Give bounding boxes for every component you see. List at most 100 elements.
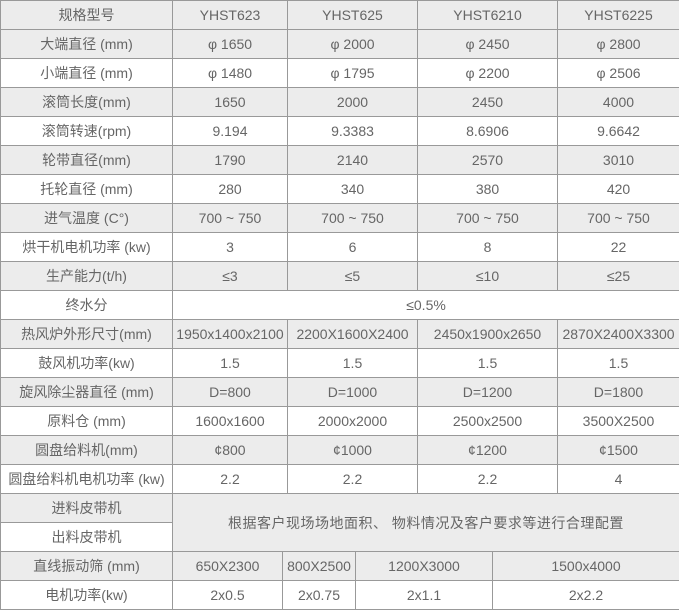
value-cell: 2140 [287,145,418,175]
table-row: 滚筒转速(rpm) 9.194 9.3383 8.6906 9.6642 [0,116,679,146]
value-cell: 800X2500 [282,551,356,581]
row-label-cell: 电机功率(kw) [0,580,173,610]
value-cell: 1950x1400x2100 [172,319,288,349]
row-label-cell: 滚筒转速(rpm) [0,116,173,146]
header-model-cell: YHST625 [287,0,418,30]
header-row: 规格型号 YHST623 YHST625 YHST6210 YHST6225 [0,0,679,30]
value-cell: φ 1480 [172,58,288,88]
table-row: 托轮直径 (mm) 280 340 380 420 [0,174,679,204]
row-label-cell: 小端直径 (mm) [0,58,173,88]
value-cell: 2500x2500 [417,406,558,436]
value-cell: 340 [287,174,418,204]
value-cell: ¢1200 [417,435,558,465]
row-label-cell: 直线振动筛 (mm) [0,551,173,581]
value-cell: φ 2450 [417,29,558,59]
value-cell: 2x1.1 [355,580,493,610]
value-cell: D=1000 [287,377,418,407]
row-label-cell: 生产能力(t/h) [0,261,173,291]
value-cell: 1600x1600 [172,406,288,436]
row-label-cell: 出料皮带机 [0,522,173,552]
value-cell: 9.6642 [557,116,679,146]
value-cell: 1.5 [417,348,558,378]
row-label-cell: 圆盘给料机电机功率 (kw) [0,464,173,494]
value-cell: 9.3383 [287,116,418,146]
value-cell: 650X2300 [172,551,283,581]
value-cell: D=1800 [557,377,679,407]
value-cell: ¢800 [172,435,288,465]
value-cell: 420 [557,174,679,204]
value-cell: φ 2200 [417,58,558,88]
row-label-cell: 进气温度 (C°) [0,203,173,233]
value-cell: 3 [172,232,288,262]
value-cell: 2200X1600X2400 [287,319,418,349]
row-label-cell: 旋风除尘器直径 (mm) [0,377,173,407]
value-cell: 700 ~ 750 [287,203,418,233]
row-label-cell: 终水分 [0,290,173,320]
value-cell: 1500x4000 [492,551,679,581]
table-row: 生产能力(t/h) ≤3 ≤5 ≤10 ≤25 [0,261,679,291]
value-cell: 2x2.2 [492,580,679,610]
row-label-cell: 鼓风机功率(kw) [0,348,173,378]
table-row: 轮带直径(mm) 1790 2140 2570 3010 [0,145,679,175]
value-cell: 2870X2400X3300 [557,319,679,349]
value-cell: 2450x1900x2650 [417,319,558,349]
table-row: 滚筒长度(mm) 1650 2000 2450 4000 [0,87,679,117]
table-row: 进气温度 (C°) 700 ~ 750 700 ~ 750 700 ~ 750 700 … [0,203,679,233]
value-cell: 8 [417,232,558,262]
value-cell: 700 ~ 750 [557,203,679,233]
value-cell: 700 ~ 750 [172,203,288,233]
value-cell: ≤25 [557,261,679,291]
value-cell: 2.2 [172,464,288,494]
belt-note-cell: 根据客户现场场地面积、 物料情况及客户要求等进行合理配置 [172,493,679,552]
table-row: 出料皮带机 [0,522,679,552]
row-label-cell: 托轮直径 (mm) [0,174,173,204]
value-cell: 1.5 [557,348,679,378]
header-model-cell: YHST623 [172,0,288,30]
value-cell: ¢1000 [287,435,418,465]
value-cell: 9.194 [172,116,288,146]
value-cell: 1.5 [172,348,288,378]
value-cell: D=1200 [417,377,558,407]
value-cell: 1790 [172,145,288,175]
value-cell: 2.2 [417,464,558,494]
value-cell: 280 [172,174,288,204]
value-cell: φ 2506 [557,58,679,88]
value-cell: 2000 [287,87,418,117]
value-cell: 3010 [557,145,679,175]
value-cell: ≤5 [287,261,418,291]
table-row: 大端直径 (mm) φ 1650 φ 2000 φ 2450 φ 2800 [0,29,679,59]
value-cell: φ 1795 [287,58,418,88]
value-cell: φ 1650 [172,29,288,59]
value-cell: ¢1500 [557,435,679,465]
value-cell: D=800 [172,377,288,407]
table-row: 直线振动筛 (mm) 650X2300 800X2500 1200X3000 1500x… [0,551,679,581]
value-cell: φ 2000 [287,29,418,59]
value-cell: 4 [557,464,679,494]
row-label-cell: 原料仓 (mm) [0,406,173,436]
table-row: 圆盘给料机(mm) ¢800 ¢1000 ¢1200 ¢1500 [0,435,679,465]
table-row: 原料仓 (mm) 1600x1600 2000x2000 2500x2500 3500X… [0,406,679,436]
spec-main-table: 规格型号 YHST623 YHST625 YHST6210 YHST6225 大端直径 … [0,0,679,552]
value-cell: 1.5 [287,348,418,378]
table-row: 烘干机电机功率 (kw) 3 6 8 22 [0,232,679,262]
table-row: 进料皮带机 根据客户现场场地面积、 物料情况及客户要求等进行合理配置 [0,493,679,552]
table-row: 热风炉外形尺寸(mm) 1950x1400x2100 2200X1600X2400 2… [0,319,679,349]
header-label-cell: 规格型号 [0,0,173,30]
value-cell: 2x0.75 [282,580,356,610]
table-row: 电机功率(kw) 2x0.5 2x0.75 2x1.1 2x2.2 [0,580,679,610]
value-cell: 380 [417,174,558,204]
value-cell: 2.2 [287,464,418,494]
value-cell: 2x0.5 [172,580,283,610]
table-row: 鼓风机功率(kw) 1.5 1.5 1.5 1.5 [0,348,679,378]
value-cell: φ 2800 [557,29,679,59]
header-model-cell: YHST6225 [557,0,679,30]
value-cell: 4000 [557,87,679,117]
row-label-cell: 热风炉外形尺寸(mm) [0,319,173,349]
value-cell: 3500X2500 [557,406,679,436]
table-row: 终水分 ≤0.5% [0,290,679,320]
value-cell: 6 [287,232,418,262]
table-row: 小端直径 (mm) φ 1480 φ 1795 φ 2200 φ 2506 [0,58,679,88]
row-label-cell: 轮带直径(mm) [0,145,173,175]
spec-bottom-body: 直线振动筛 (mm) 650X2300 800X2500 1200X3000 1500x… [0,551,679,610]
